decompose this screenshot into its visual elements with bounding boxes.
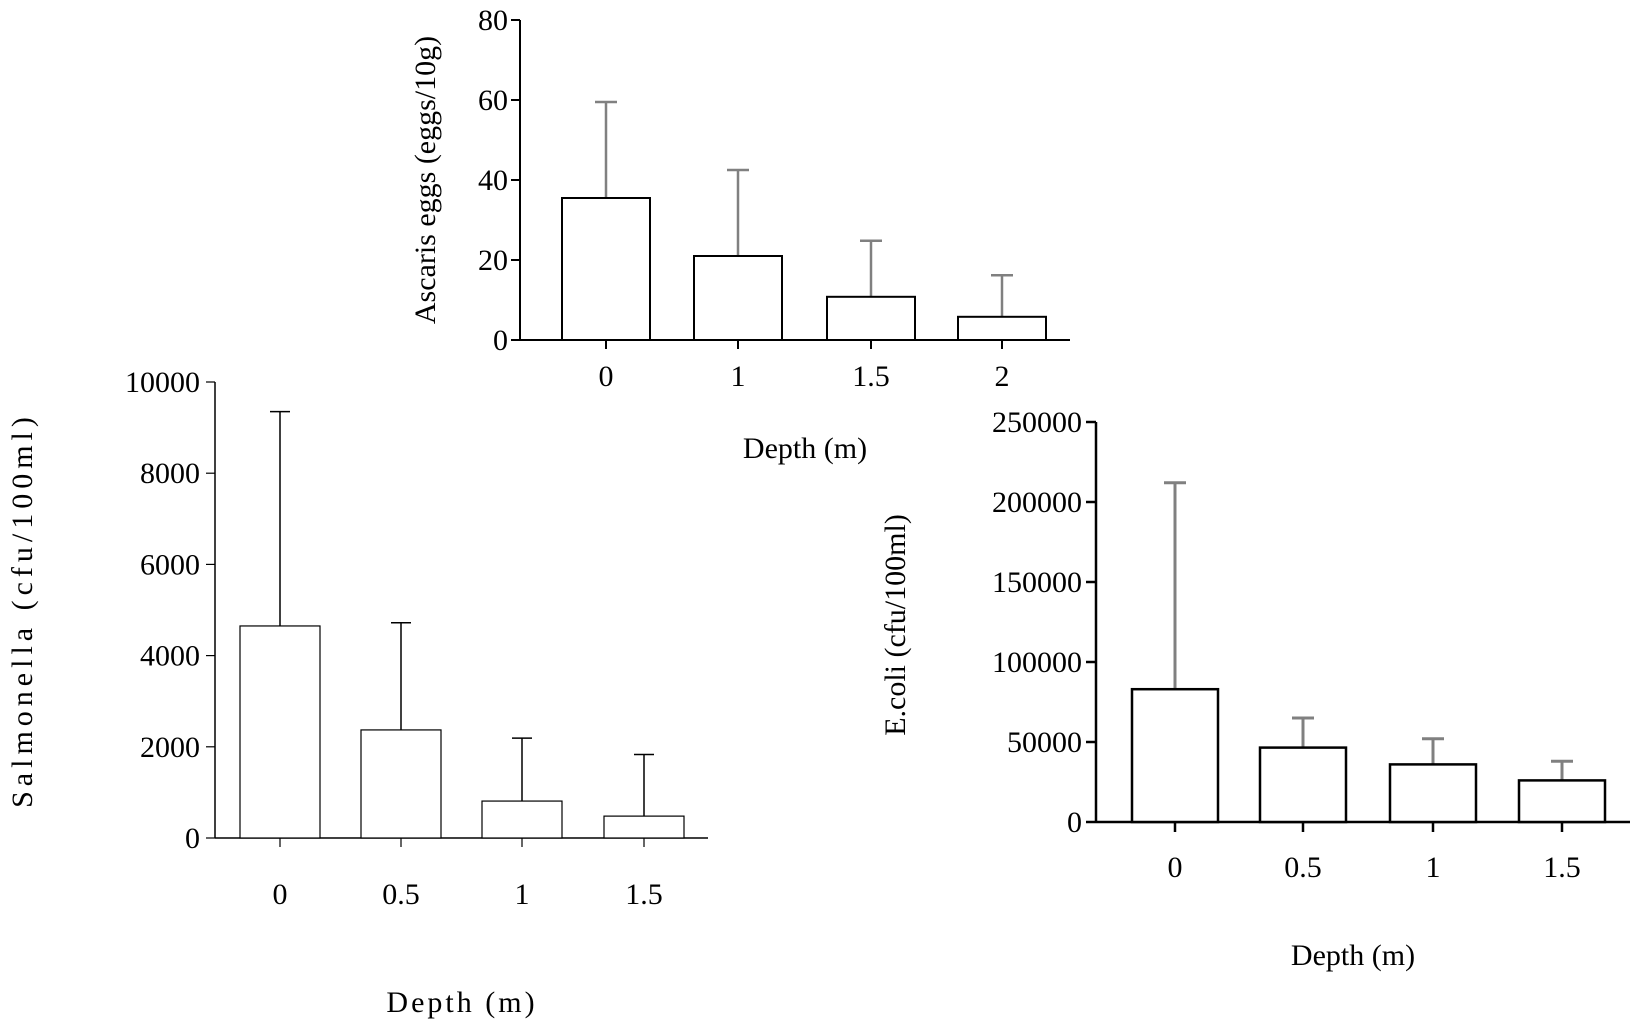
salmonella-y-tick-label: 10000 [125,366,200,399]
ascaris-bar [693,255,783,341]
ecoli-x-tick-label: 1.5 [1543,851,1581,884]
salmonella-x-axis-title: Depth (m) [386,986,537,1019]
ascaris-bar [957,315,1047,341]
ecoli-bar [1130,687,1220,824]
ascaris-x-tick-label: 2 [995,360,1010,393]
salmonella-x-tick-label: 0.5 [382,878,420,911]
ecoli-x-axis-title: Depth (m) [1291,939,1415,972]
ascaris-x-tick-label: 1 [731,360,746,393]
salmonella-x-tick-label: 1 [515,878,530,911]
ascaris-y-tick-label: 0 [493,324,508,357]
ascaris-y-tick-label: 60 [478,84,508,117]
ascaris-y-tick-label: 80 [478,4,508,37]
ecoli-bar [1517,779,1607,824]
ecoli-bar [1388,763,1478,824]
ecoli-y-tick-label: 50000 [1007,726,1082,759]
salmonella-y-tick-label: 6000 [140,548,200,581]
salmonella-x-tick-label: 1.5 [625,878,663,911]
ascaris-y-axis-title: Ascaris eggs (eggs/10g) [409,36,442,324]
salmonella-x-tick-label: 0 [273,878,288,911]
ascaris-chart: 0 20 40 60 80 0 1 1.5 2 Ascaris eggs (eggs/10g)… [409,4,1070,465]
salmonella-y-tick-label: 8000 [140,457,200,490]
salmonella-bar [481,800,563,839]
ecoli-y-tick-label: 250000 [992,406,1082,439]
ecoli-y-tick-label: 0 [1067,806,1082,839]
ascaris-y-tick-label: 40 [478,164,508,197]
ascaris-x-axis-title: Depth (m) [743,432,867,465]
salmonella-y-tick-label: 2000 [140,731,200,764]
salmonella-bar [360,729,442,839]
ascaris-bar [826,295,916,341]
salmonella-y-tick-label: 4000 [140,640,200,673]
ecoli-y-axis-title: E.coli (cfu/100ml) [879,514,912,736]
ecoli-x-tick-label: 0.5 [1284,851,1322,884]
ascaris-x-tick-label: 0 [599,360,614,393]
ecoli-x-tick-label: 0 [1168,851,1183,884]
salmonella-bar [239,625,321,839]
salmonella-y-axis-title: Salmonella (cfu/100ml) [6,412,39,808]
ascaris-y-tick-label: 20 [478,244,508,277]
ascaris-x-tick-label: 1.5 [852,360,890,393]
ecoli-y-tick-label: 100000 [992,646,1082,679]
ecoli-y-tick-label: 150000 [992,566,1082,599]
ascaris-bar [561,197,651,341]
ecoli-y-tick-label: 200000 [992,486,1082,519]
ecoli-bar [1258,746,1348,824]
salmonella-chart: 0 2000 4000 6000 8000 10000 0 0.5 1 1.5 Salmonel… [6,366,708,1019]
salmonella-bar [603,815,685,839]
ecoli-x-tick-label: 1 [1426,851,1441,884]
salmonella-y-tick-label: 0 [185,822,200,855]
